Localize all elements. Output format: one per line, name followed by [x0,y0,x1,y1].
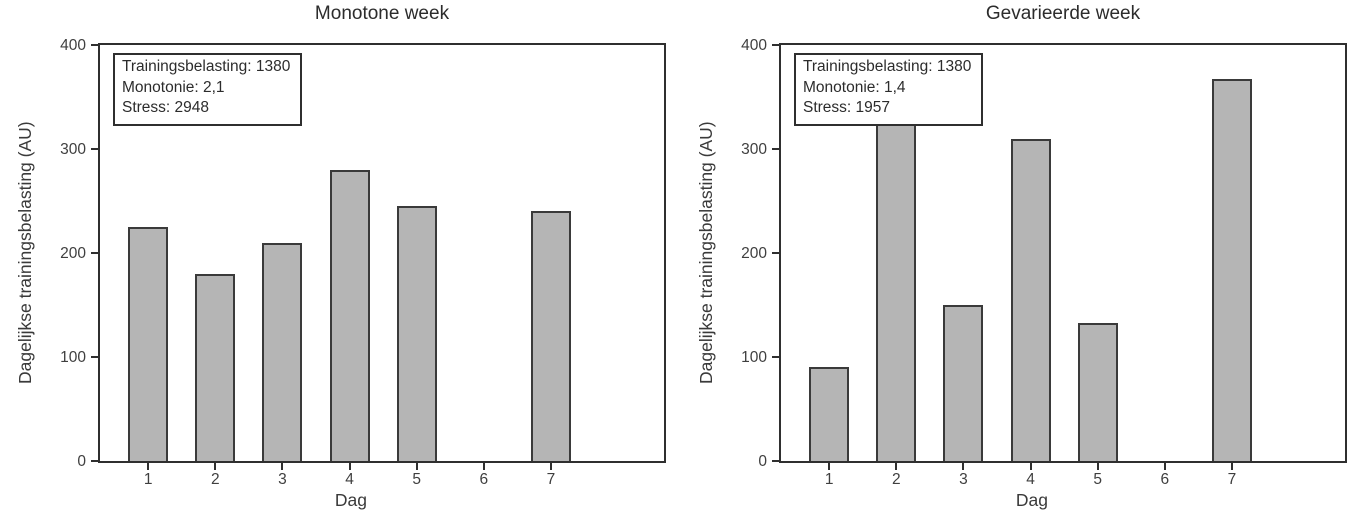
x-tick-mark [348,463,351,470]
annotation-line: Trainingsbelasting: 1380 [803,58,972,75]
y-tick-label: 0 [77,452,86,470]
x-tick-label: 4 [1026,471,1035,488]
x-tick-mark [281,463,284,470]
x-tick-mark [1096,463,1099,470]
y-tick-mark [91,148,98,150]
y-tick-label: 100 [60,348,86,366]
y-tick-mark [772,356,779,358]
y-tick-mark [91,460,98,462]
x-tick-mark [482,463,485,470]
y-axis-label: Dagelijkse trainingsbelasting (AU) [696,121,716,385]
x-tick-label: 5 [412,471,421,488]
y-tick-label: 100 [741,348,767,366]
x-tick-label: 6 [479,471,489,488]
y-tick-label: 200 [741,244,767,262]
y-tick-label: 300 [60,140,86,158]
x-tick-label: 7 [1227,471,1237,488]
bar-day-7 [530,211,571,461]
bar-day-2 [195,273,236,461]
x-tick-mark [549,463,552,470]
chart-panel-gevarieerde-week: Gevarieerde week Dagelijkse trainingsbel… [681,0,1362,526]
x-tick-label: 5 [1093,471,1102,488]
x-tick-label: 7 [546,471,556,488]
bar-day-7 [1211,79,1252,461]
y-tick-label: 300 [741,140,767,158]
annotation-line: Stress: 1957 [803,99,891,117]
x-tick-label: 6 [1160,471,1170,488]
plot-area: Trainingsbelasting: 1380 Monotonie: 2,1 St… [60,37,666,509]
annotation-line: Trainingsbelasting: 1380 [122,58,291,75]
bar-day-4 [329,169,370,461]
x-tick-mark [1230,463,1233,470]
annotation-line: Monotonie: 2,1 [122,78,225,96]
bar-day-3 [943,305,984,461]
bar-day-5 [396,206,437,461]
x-tick-mark [214,463,217,470]
bar-day-2 [876,117,917,461]
x-tick-label: 2 [892,471,901,488]
chart-title: Gevarieerde week [985,3,1141,24]
y-tick-mark [91,356,98,358]
bar-day-1 [128,227,169,461]
y-tick-label: 200 [60,244,86,262]
chart-title: Monotone week [314,3,450,24]
x-tick-label: 3 [959,471,968,488]
y-tick-mark [772,148,779,150]
x-tick-mark [415,463,418,470]
bar-day-4 [1010,138,1051,461]
y-tick-mark [772,252,779,254]
plot-area: Trainingsbelasting: 1380 Monotonie: 1,4 St… [741,37,1347,509]
y-tick-label: 0 [758,452,767,470]
x-axis-label: Dag [1015,490,1049,510]
bar-day-1 [809,367,850,461]
x-tick-mark [828,463,831,470]
x-tick-label: 1 [824,471,834,488]
x-tick-mark [1163,463,1166,470]
x-tick-label: 4 [345,471,354,488]
annotation-box: Trainingsbelasting: 1380 Monotonie: 1,4 St… [794,53,984,126]
x-axis-label: Dag [334,490,368,510]
x-tick-mark [962,463,965,470]
chart-panel-monotone-week: Monotone week Dagelijkse trainingsbelast… [0,0,681,526]
y-tick-mark [91,44,98,46]
x-tick-label: 1 [143,471,153,488]
bar-day-3 [262,242,303,461]
y-tick-label: 400 [741,36,767,54]
y-axis-label: Dagelijkse trainingsbelasting (AU) [15,121,35,385]
y-tick-label: 400 [60,36,86,54]
x-tick-mark [147,463,150,470]
y-tick-mark [91,252,98,254]
annotation-line: Monotonie: 1,4 [803,78,906,96]
x-tick-label: 2 [211,471,220,488]
y-tick-mark [772,44,779,46]
annotation-line: Stress: 2948 [122,99,210,117]
y-tick-mark [772,460,779,462]
x-tick-label: 3 [278,471,287,488]
annotation-box: Trainingsbelasting: 1380 Monotonie: 2,1 St… [113,53,303,126]
x-tick-mark [1029,463,1032,470]
bar-day-5 [1077,322,1118,461]
x-tick-mark [895,463,898,470]
